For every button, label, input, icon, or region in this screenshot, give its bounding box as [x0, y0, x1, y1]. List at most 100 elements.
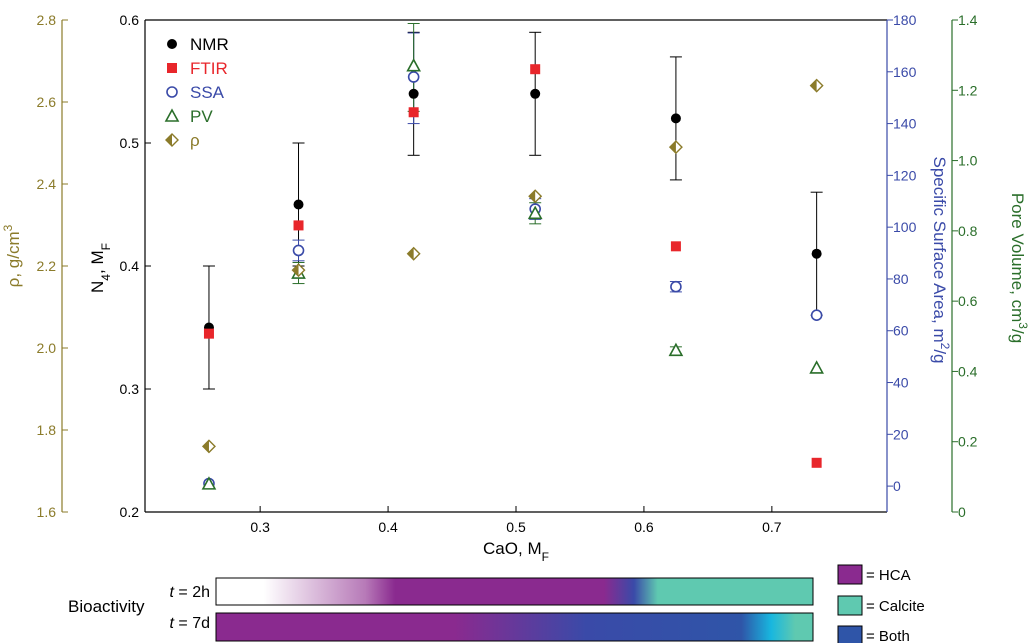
bioactivity-panel: Bioactivity t = 2h t = 7d = HCA = Calcit…	[68, 564, 925, 643]
right-inner-tick-label-1: 20	[893, 426, 909, 442]
point-circle-open-5	[810, 309, 823, 322]
left-inner-axis-label: N4, MF	[88, 243, 113, 293]
left-outer-axis-label: ρ, g/cm3	[1, 224, 23, 287]
legend-marker-0	[167, 39, 177, 49]
right-outer-tick-label-0: 0	[958, 504, 966, 520]
left-outer-tick-label-2: 2.0	[37, 340, 57, 356]
legend-marker-3	[164, 108, 180, 122]
bio-legend-both-swatch	[837, 625, 863, 643]
point-diamond-half-2	[406, 246, 421, 261]
legend-label-4: ρ	[190, 131, 200, 150]
x-axis-label: CaO, MF	[483, 539, 549, 564]
right-inner-axis-label-part-2: /g	[930, 349, 949, 363]
point-diamond-half-3	[528, 189, 543, 204]
left-outer-axis-label-part-1: 3	[1, 224, 15, 231]
bio-row-7d-suffix: = 7d	[174, 615, 210, 632]
right-outer-tick-label-4: 0.8	[958, 223, 978, 239]
right-inner-tick-label-3: 60	[893, 323, 909, 339]
right-inner-tick-label-7: 140	[893, 116, 917, 132]
x-tick-label-3: 0.6	[634, 519, 654, 535]
right-inner-tick-label-9: 180	[893, 12, 917, 28]
right-inner-tick-label-0: 0	[893, 478, 901, 494]
right-outer-tick-label-2: 0.4	[958, 363, 978, 379]
right-outer-axis-label-part-0: Pore Volume, cm	[1008, 193, 1027, 322]
left-inner-axis-label-part-3: F	[99, 243, 113, 250]
left-outer-tick-label-3: 2.2	[37, 258, 57, 274]
right-outer-tick-label-5: 1.0	[958, 153, 978, 169]
right-outer-tick-label-7: 1.4	[958, 12, 978, 28]
point-diamond-half-1	[291, 263, 306, 278]
left-inner-tick-label-1: 0.3	[120, 381, 140, 397]
right-inner-tick-label-4: 80	[893, 271, 909, 287]
x-axis-label-suffix: , M	[518, 539, 542, 558]
point-triangle-open-0	[201, 476, 217, 490]
right-inner-tick-label-6: 120	[893, 167, 917, 183]
legend: NMR FTIR SSA PV ρ	[164, 35, 229, 150]
bio-row-2h-label: t = 2h	[170, 584, 210, 601]
right-outer-axis-label-part-2: /g	[1008, 329, 1027, 343]
right-inner-tick-label-2: 40	[893, 375, 909, 391]
bio-legend-calcite-swatch	[837, 595, 863, 616]
legend-label-2: SSA	[190, 83, 225, 102]
point-triangle-open-3	[527, 205, 543, 220]
point-diamond-half-4	[668, 140, 683, 155]
right-inner-axis-label-part-1: 2	[938, 343, 952, 350]
bio-row-7d-prefix: t	[170, 615, 175, 632]
left-outer-tick-label-5: 2.6	[37, 94, 57, 110]
point-circle-filled-2	[408, 88, 419, 99]
left-outer-tick-label-4: 2.4	[37, 176, 57, 192]
bio-bar-7d	[215, 612, 814, 642]
point-circle-filled-4	[670, 113, 681, 124]
bioactivity-label: Bioactivity	[68, 597, 145, 616]
point-circle-open-1	[292, 244, 305, 257]
point-square-filled-4	[670, 241, 681, 252]
left-inner-axis-label-part-0: N	[88, 281, 107, 293]
legend-label-3: PV	[190, 107, 213, 126]
legend-marker-4-fill	[166, 134, 172, 146]
right-inner-tick-label-8: 160	[893, 64, 917, 80]
left-outer-tick-label-0: 1.6	[37, 504, 57, 520]
right-outer-tick-label-1: 0.2	[958, 434, 978, 450]
left-outer-axis-label-part-0: ρ, g/cm	[4, 231, 23, 287]
right-outer-axis-label: Pore Volume, cm3/g	[1008, 193, 1030, 343]
left-inner-tick-label-2: 0.4	[120, 258, 140, 274]
point-circle-filled-5	[811, 248, 822, 259]
point-diamond-half-5	[809, 78, 824, 93]
left-outer-tick-label-6: 2.8	[37, 12, 57, 28]
point-square-filled-3	[530, 64, 541, 75]
bio-bar-2h	[215, 577, 814, 606]
bio-legend-calcite-label: = Calcite	[866, 598, 925, 615]
left-inner-tick-label-0: 0.2	[120, 504, 140, 520]
legend-marker-2	[166, 86, 178, 98]
right-inner-axis-label: Specific Surface Area, m2/g	[930, 156, 952, 363]
point-circle-open-2	[407, 71, 420, 83]
point-square-filled-1	[293, 220, 304, 231]
point-diamond-half-1-fill	[292, 264, 299, 277]
point-circle-filled-3	[530, 88, 541, 99]
left-inner-axis-label-part-2: , M	[88, 250, 107, 274]
point-diamond-half-2-fill	[407, 247, 414, 260]
x-axis-label-main: CaO	[483, 539, 518, 558]
bio-row-2h-suffix: = 2h	[174, 584, 210, 601]
bio-row-7d-label: t = 7d	[170, 615, 210, 632]
point-triangle-open-4	[668, 342, 684, 357]
x-tick-label-0: 0.3	[250, 519, 270, 535]
left-inner-axis-label-part-1: 4	[99, 274, 113, 281]
point-diamond-half-4-fill	[669, 141, 676, 154]
right-inner-axis-label-part-0: Specific Surface Area, m	[930, 156, 949, 342]
point-circle-open-4	[670, 280, 682, 293]
right-outer-tick-label-3: 0.6	[958, 293, 978, 309]
bio-legend-hca-swatch	[837, 564, 863, 585]
x-axis-label-sub: F	[542, 550, 549, 564]
point-triangle-open-5	[809, 360, 824, 374]
point-diamond-half-0-fill	[202, 440, 209, 453]
point-square-filled-2	[408, 107, 419, 118]
left-outer-tick-label-1: 1.8	[37, 422, 57, 438]
bio-legend-hca-label: = HCA	[866, 567, 911, 584]
point-square-filled-5	[811, 457, 822, 468]
left-inner-tick-label-3: 0.5	[120, 135, 140, 151]
marks-layer	[201, 23, 824, 490]
legend-marker-1	[167, 63, 177, 73]
